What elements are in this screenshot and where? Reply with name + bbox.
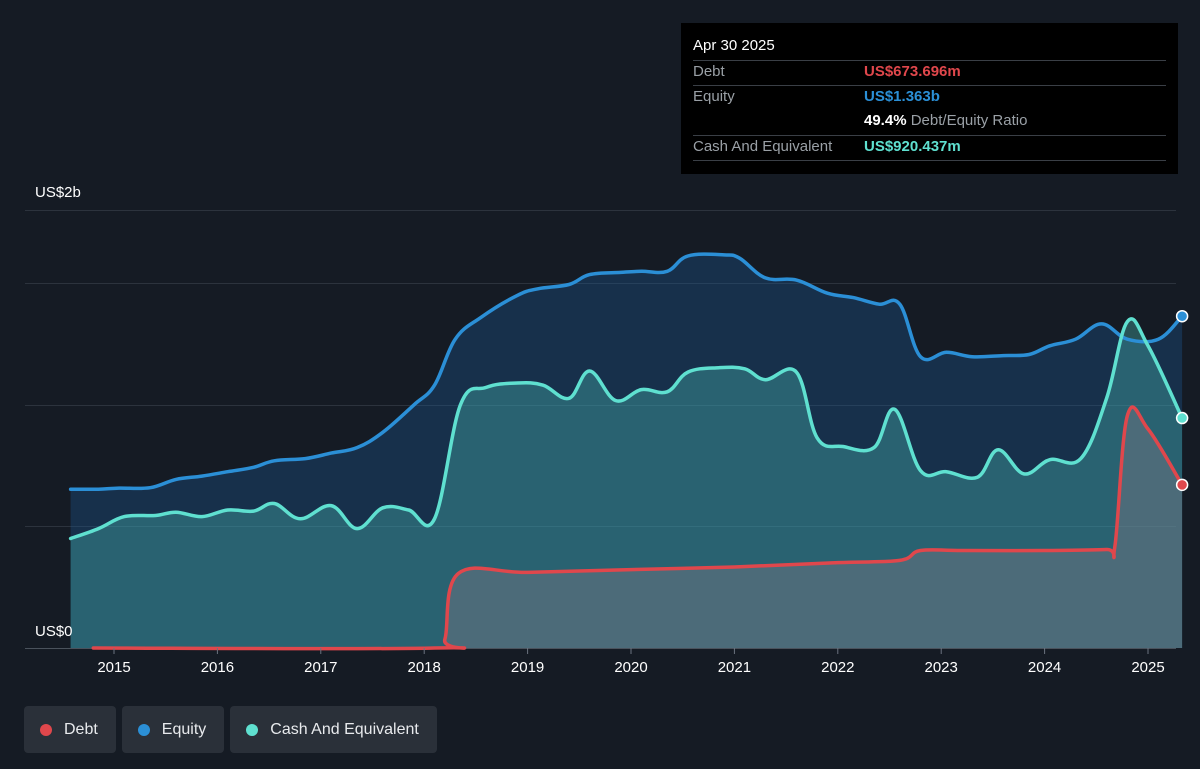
- tooltip-row-debt: Debt US$673.696m: [693, 59, 1166, 84]
- x-tick-label: 2022: [821, 659, 854, 676]
- cash-and-equivalent-end-point: [1175, 411, 1189, 425]
- x-tick-label: 2021: [718, 659, 751, 676]
- equity-area: [70, 254, 1183, 648]
- x-tick-label: 2024: [1028, 659, 1061, 676]
- tooltip-divider: [693, 60, 1166, 61]
- tooltip-debt-value: US$673.696m: [864, 63, 961, 80]
- series-end-markers: [1175, 309, 1189, 492]
- legend-label-debt: Debt: [64, 720, 98, 738]
- x-tick-label: 2017: [304, 659, 337, 676]
- tooltip-cash-label: Cash And Equivalent: [693, 138, 833, 155]
- hover-tooltip: Apr 30 2025 Debt US$673.696m Equity US$1…: [681, 23, 1178, 174]
- tooltip-row-cash: Cash And Equivalent US$920.437m: [693, 134, 1166, 159]
- tooltip-debt-label: Debt: [693, 63, 725, 80]
- series-lines: [68, 252, 1184, 651]
- tooltip-ratio-label: Debt/Equity Ratio: [910, 112, 1028, 129]
- tooltip-divider: [693, 85, 1166, 86]
- cash-and-equivalent-line: [68, 317, 1184, 541]
- y-axis-top-label: US$2b: [35, 184, 81, 201]
- debt-end-point: [1175, 478, 1189, 492]
- legend-label-cash: Cash And Equivalent: [270, 720, 419, 738]
- chart-legend: Debt Equity Cash And Equivalent: [24, 706, 437, 753]
- x-tick-label: 2018: [408, 659, 441, 676]
- x-tick-label: 2019: [511, 659, 544, 676]
- tooltip-row-equity: Equity US$1.363b: [693, 84, 1166, 109]
- debt-dot-icon: [40, 723, 52, 736]
- legend-item-debt[interactable]: Debt: [24, 706, 116, 753]
- x-tick-label: 2025: [1131, 659, 1164, 676]
- legend-item-equity[interactable]: Equity: [121, 706, 225, 753]
- equity-dot-icon: [137, 723, 150, 736]
- x-tick-label: 2016: [201, 659, 234, 676]
- tooltip-equity-label: Equity: [693, 88, 735, 105]
- x-tick-label: 2020: [614, 659, 647, 676]
- legend-label-equity: Equity: [161, 720, 207, 738]
- legend-item-cash[interactable]: Cash And Equivalent: [230, 706, 437, 753]
- x-tick-label: 2015: [97, 659, 130, 676]
- tooltip-divider: [693, 135, 1166, 136]
- cash-dot-icon: [246, 723, 259, 736]
- x-tick-label: 2023: [925, 659, 958, 676]
- y-axis-bottom-label: US$0: [35, 623, 73, 640]
- x-axis-ticks: 2015 2016 2017 2018 2019 2020 2021 2022 2023 2024…: [97, 648, 1165, 676]
- tooltip-divider: [693, 160, 1166, 161]
- debt-line: [91, 405, 1184, 651]
- tooltip-equity-value: US$1.363b: [864, 88, 940, 105]
- tooltip-ratio-value: 49.4%: [864, 112, 907, 129]
- series-areas: [70, 254, 1183, 649]
- tooltip-ratio: 49.4% Debt/Equity Ratio: [864, 112, 1027, 129]
- tooltip-date: Apr 30 2025: [693, 37, 775, 54]
- equity-end-point: [1175, 309, 1189, 323]
- cash-and-equivalent-area: [70, 318, 1183, 648]
- equity-line: [68, 252, 1184, 492]
- debt-area: [93, 407, 1183, 649]
- tooltip-cash-value: US$920.437m: [864, 138, 961, 155]
